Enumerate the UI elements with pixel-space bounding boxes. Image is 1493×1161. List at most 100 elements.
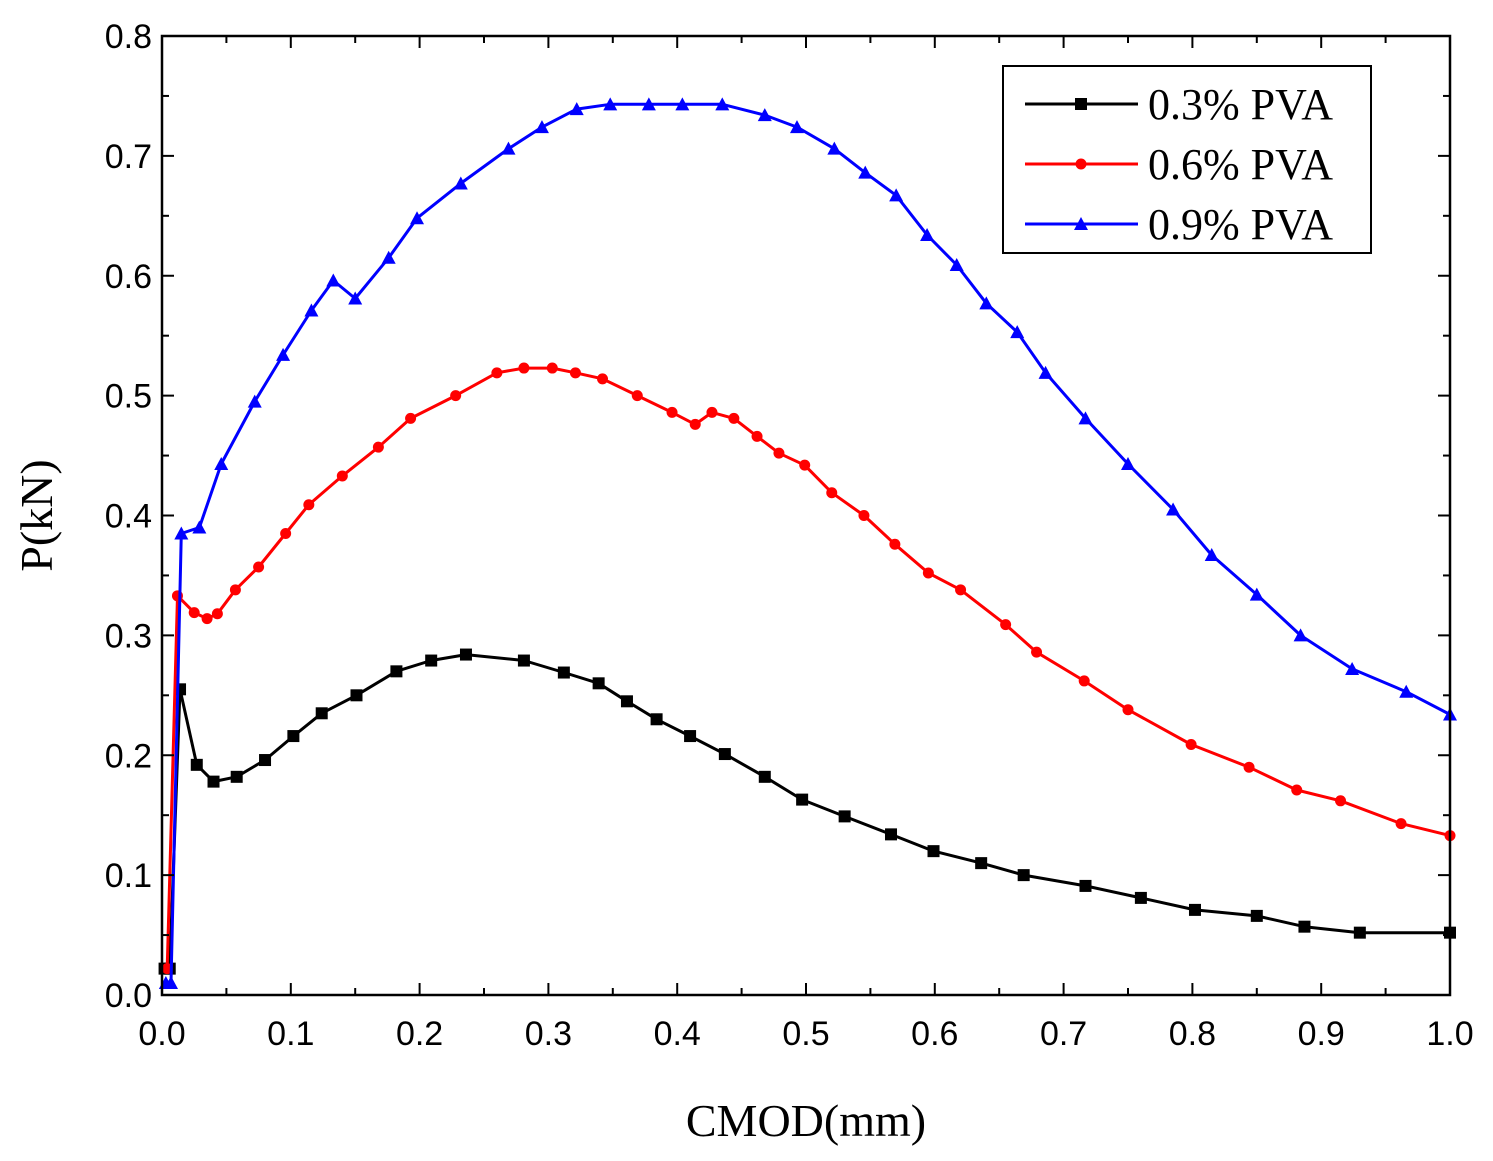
data-point [348, 291, 363, 305]
y-tick-label: 0.2 [105, 737, 152, 775]
series-0-9pct-pva [158, 97, 1457, 990]
data-point [715, 97, 730, 111]
data-point [684, 730, 697, 743]
data-point [789, 120, 804, 134]
data-point [304, 303, 319, 317]
data-point [620, 695, 633, 708]
x-tick-label: 0.0 [138, 1015, 185, 1053]
data-point [858, 510, 870, 521]
data-point [1134, 891, 1147, 904]
data-point [1293, 628, 1308, 642]
data-point [838, 810, 851, 823]
legend-marker [1074, 217, 1088, 230]
data-point [889, 538, 901, 550]
data-point [230, 770, 243, 783]
data-point [336, 470, 348, 482]
series-layer [158, 97, 1457, 990]
data-point [1017, 869, 1030, 882]
data-point [491, 367, 503, 379]
data-point [1249, 587, 1264, 601]
series-line [164, 653, 1450, 971]
data-point [889, 188, 904, 202]
data-point [1079, 879, 1092, 892]
data-point [326, 273, 341, 287]
data-point [287, 730, 300, 743]
x-tick-label: 0.9 [1298, 1015, 1345, 1053]
data-point [425, 654, 438, 667]
y-tick-label: 0.8 [105, 18, 152, 56]
data-point [827, 141, 842, 155]
data-point [858, 165, 873, 179]
data-point [381, 250, 396, 264]
data-point [501, 141, 516, 155]
data-point [1298, 920, 1311, 933]
data-point [796, 793, 809, 806]
data-point [214, 456, 229, 470]
legend-marker [1075, 98, 1087, 110]
data-point [372, 441, 384, 453]
data-point [229, 584, 241, 596]
data-point [728, 412, 740, 424]
x-tick-label: 0.2 [396, 1015, 443, 1053]
data-point [1185, 738, 1197, 750]
data-point [706, 406, 718, 418]
data-point [453, 176, 468, 190]
data-point [922, 567, 934, 579]
y-tick-label: 0.1 [105, 857, 152, 895]
data-point [247, 394, 262, 408]
data-point [253, 561, 265, 573]
legend-item: 0.3% PVA [1025, 80, 1333, 129]
data-point [1078, 411, 1093, 425]
data-point [631, 390, 643, 402]
data-point [718, 748, 731, 761]
x-tick-label: 0.6 [911, 1015, 958, 1053]
x-tick-label: 0.1 [267, 1015, 314, 1053]
data-point [1353, 926, 1366, 939]
data-point [534, 120, 549, 134]
data-point [603, 97, 618, 111]
x-tick-label: 0.7 [1040, 1015, 1087, 1053]
data-point [641, 97, 656, 111]
data-point [459, 648, 472, 661]
data-point [949, 257, 964, 271]
data-point [1122, 704, 1134, 716]
data-point [799, 459, 811, 471]
data-point [1335, 795, 1347, 807]
data-point [1291, 784, 1303, 796]
legend-label: 0.6% PVA [1148, 140, 1333, 189]
data-point [1031, 646, 1043, 658]
data-point [689, 418, 701, 430]
data-point [303, 499, 315, 511]
data-point [1000, 619, 1012, 631]
data-point [592, 677, 605, 690]
data-point [955, 584, 967, 596]
legend-item: 0.9% PVA [1025, 200, 1333, 249]
y-tick-label: 0.3 [105, 617, 152, 655]
data-point [518, 362, 530, 374]
data-point [920, 227, 935, 241]
data-point [773, 447, 785, 459]
data-point [201, 613, 213, 625]
data-point [1395, 818, 1407, 830]
data-point [188, 607, 200, 619]
data-point [757, 108, 772, 122]
data-point [927, 845, 940, 858]
data-point [1243, 761, 1255, 773]
data-point [826, 487, 838, 499]
series-0-6pct-pva [161, 362, 1456, 975]
data-point [259, 754, 272, 767]
data-point [450, 390, 462, 402]
legend-box [1002, 65, 1372, 254]
data-point [650, 713, 663, 726]
y-tick-label: 0.7 [105, 138, 152, 176]
data-point [164, 976, 179, 990]
y-tick-label: 0.6 [105, 258, 152, 296]
data-point [546, 362, 558, 374]
data-point [666, 406, 678, 418]
x-tick-label: 1.0 [1426, 1015, 1473, 1053]
data-point [557, 666, 570, 679]
legend-label: 0.9% PVA [1148, 200, 1333, 249]
x-tick-label: 0.4 [654, 1015, 701, 1053]
x-tick-label: 0.3 [525, 1015, 572, 1053]
data-point [192, 520, 207, 534]
